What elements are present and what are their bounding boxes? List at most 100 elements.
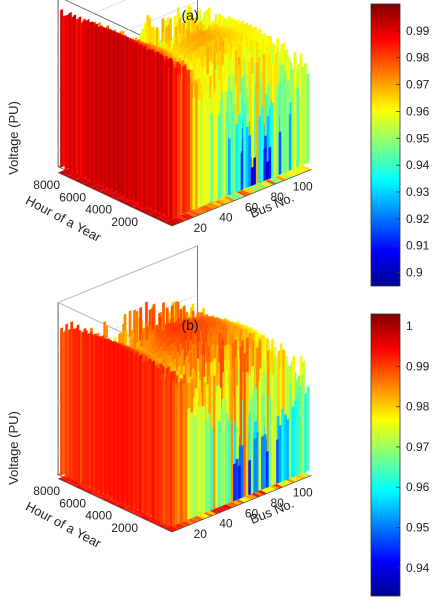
floor-cell <box>268 178 280 184</box>
floor-cell <box>300 165 312 171</box>
x-tick-label: 100 <box>293 486 313 500</box>
surface-slab <box>177 74 181 217</box>
floor-cell <box>192 209 204 215</box>
surface-slab <box>215 89 219 201</box>
surface-slab <box>125 37 129 199</box>
floor-cell <box>123 507 135 513</box>
surface-slab <box>90 334 94 491</box>
surface-slab <box>169 374 173 528</box>
x-axis-line <box>171 474 312 533</box>
surface-slab <box>195 413 198 517</box>
surface-slab <box>174 66 178 218</box>
floor-cell <box>66 175 78 181</box>
surface-slab <box>130 40 134 201</box>
floor-cell <box>98 496 111 502</box>
floor-cell <box>74 484 86 491</box>
surface-slab <box>248 134 252 188</box>
z-axis-label: Voltage (PU) <box>6 411 21 485</box>
surface-slab <box>197 99 201 208</box>
x-tick-label: 60 <box>245 200 259 214</box>
surface-slab <box>197 406 201 516</box>
surface-slab <box>108 339 112 499</box>
surface-slab <box>293 399 297 477</box>
floor-cell <box>227 195 239 201</box>
surface-slab <box>268 395 272 488</box>
floor-cell <box>131 205 143 211</box>
surface-slab <box>138 354 142 513</box>
surface-slab <box>192 97 196 210</box>
surface-slab <box>278 131 282 175</box>
surface-slab <box>82 20 85 179</box>
floor-cell <box>271 177 283 183</box>
floor-cell <box>98 190 111 196</box>
surface-slab <box>296 86 300 168</box>
surface-slab <box>184 382 188 522</box>
y-axis-line <box>57 478 173 533</box>
floor-cell <box>233 192 245 198</box>
surface-slab <box>266 450 269 489</box>
floor-cell <box>115 503 127 510</box>
surface-slab <box>258 380 262 492</box>
surface-slab <box>134 355 138 511</box>
floor-cell <box>189 210 201 216</box>
surface-slab <box>172 69 176 219</box>
floor-cell <box>58 171 70 177</box>
floor-cell <box>61 475 73 482</box>
surface-slab <box>82 331 85 487</box>
y-tick-label: 2000 <box>111 215 138 229</box>
surface-slab <box>90 21 94 183</box>
floor-cell <box>214 200 226 206</box>
surface-slab <box>77 329 81 485</box>
surface-slab <box>147 365 151 517</box>
floor-cell <box>163 526 176 532</box>
surface-slab <box>225 110 229 197</box>
surface-slab <box>299 60 302 167</box>
surface-slab <box>238 465 241 500</box>
floor-cell <box>69 173 81 179</box>
surface-slab <box>192 416 196 518</box>
surface-slab <box>228 419 231 504</box>
surface-slab <box>301 66 305 166</box>
surface-slab <box>281 408 285 482</box>
floor-cell <box>201 205 214 211</box>
floor-cell <box>74 178 86 185</box>
floor-cell <box>110 192 122 198</box>
floor-cell <box>274 175 287 181</box>
floor-cell <box>150 211 163 218</box>
floor-cell <box>106 194 119 200</box>
surface-slab <box>276 438 280 484</box>
surface-slab <box>304 392 307 473</box>
surface-slab <box>288 383 292 479</box>
surface-slab <box>152 51 155 211</box>
floor-cell <box>217 198 230 205</box>
floor-cell <box>82 488 94 494</box>
surface-slab <box>250 166 254 187</box>
surface-slab <box>253 156 257 186</box>
surface-slab <box>112 341 116 501</box>
floor-cell <box>93 491 106 497</box>
surface-slab <box>268 146 272 180</box>
x-tick-label: 40 <box>219 517 233 531</box>
surface-slab <box>108 29 112 191</box>
surface-slab <box>68 11 72 172</box>
z-axis-label: Voltage (PU) <box>6 101 21 175</box>
surface-slab <box>306 385 310 472</box>
surface-slab <box>283 414 287 481</box>
x-tick-label: 100 <box>293 180 313 194</box>
surface-slab <box>121 346 125 505</box>
surface-slab <box>255 436 259 493</box>
surface-slab <box>260 435 264 491</box>
surface-slab <box>210 113 214 203</box>
colorbar <box>370 313 401 597</box>
surface-slab <box>125 349 129 507</box>
surface-slab <box>222 402 226 506</box>
surface-slab <box>304 62 307 165</box>
surface-slab <box>205 420 209 513</box>
floor-cell <box>255 183 268 189</box>
colorbar <box>370 3 401 287</box>
surface-slab <box>103 27 107 189</box>
surface-slab <box>215 398 219 509</box>
floor-cell <box>142 514 154 520</box>
surface-slab <box>189 411 193 519</box>
colorbar-tick-label: 0.93 <box>406 185 430 199</box>
